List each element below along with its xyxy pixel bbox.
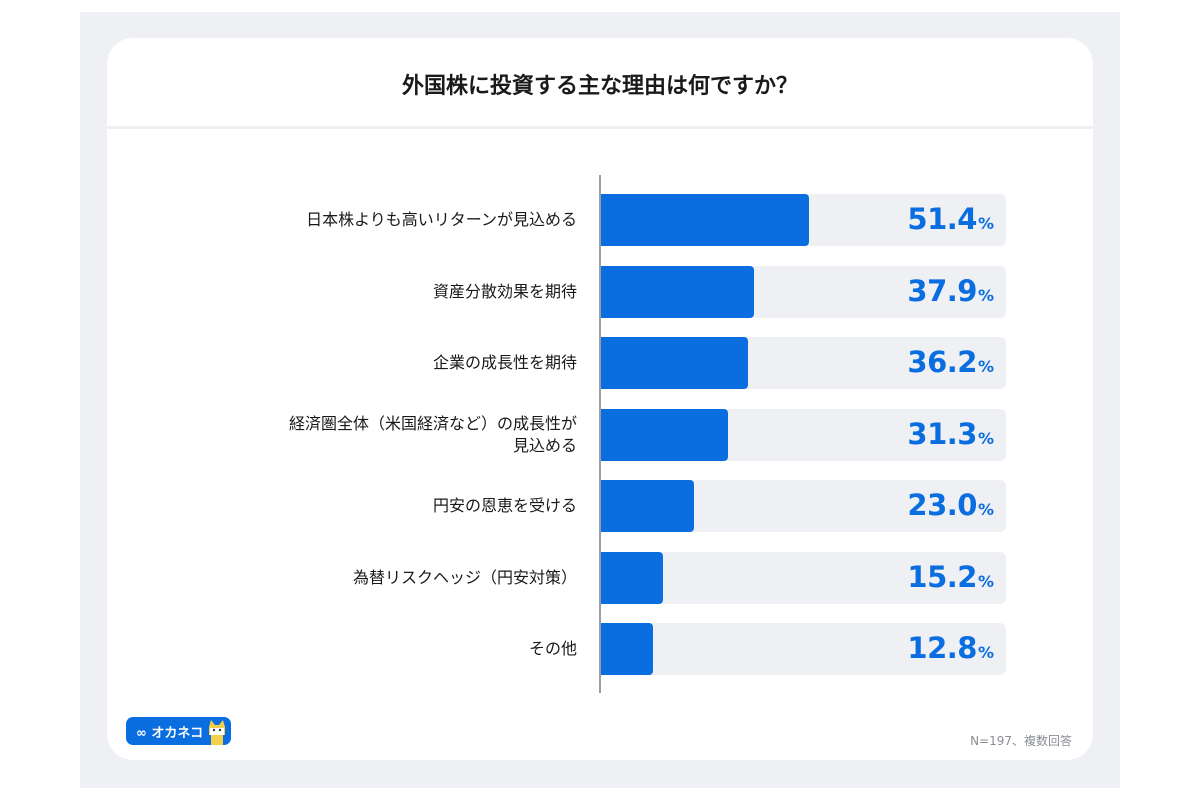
value-label: 23.0% bbox=[907, 480, 994, 532]
value-unit: % bbox=[977, 643, 994, 662]
bar bbox=[601, 194, 810, 246]
bar-row: その他 12.8% bbox=[0, 623, 1200, 675]
bar bbox=[601, 480, 695, 532]
bar-track bbox=[601, 551, 1006, 604]
value-label: 51.4% bbox=[907, 194, 994, 246]
category-label: 企業の成長性を期待 bbox=[432, 353, 577, 372]
value-label: 15.2% bbox=[907, 552, 994, 604]
sample-note: N=197、複数回答 bbox=[970, 734, 1072, 748]
category-label: その他 bbox=[528, 639, 577, 658]
bar bbox=[601, 408, 728, 461]
value-number: 23.0 bbox=[907, 488, 977, 522]
value-number: 15.2 bbox=[907, 559, 977, 594]
bar bbox=[601, 623, 653, 675]
bar bbox=[601, 337, 748, 389]
bar bbox=[601, 265, 755, 318]
value-label: 31.3% bbox=[907, 409, 994, 461]
category-label: 経済圏全体（米国経済など）の成長性が 見込める bbox=[288, 413, 577, 455]
value-unit: % bbox=[977, 214, 994, 233]
bar-track bbox=[601, 623, 1006, 675]
bar-row: 為替リスクヘッジ（円安対策） 15.2% bbox=[0, 551, 1200, 604]
chart-title: 外国株に投資する主な理由は何ですか？ bbox=[401, 74, 798, 99]
bar-row: 経済圏全体（米国経済など）の成長性が 見込める 31.3% bbox=[0, 408, 1200, 461]
bar-row: 円安の恩恵を受ける 23.0% bbox=[0, 480, 1200, 532]
bar-row: 企業の成長性を期待 36.2% bbox=[0, 337, 1200, 389]
category-label: 円安の恩恵を受ける bbox=[432, 496, 577, 515]
category-label: 為替リスクヘッジ（円安対策） bbox=[352, 567, 577, 587]
okaneko-logo: ∞ オカネコ bbox=[126, 717, 231, 745]
value-number: 12.8 bbox=[907, 631, 977, 665]
value-number: 36.2 bbox=[907, 345, 977, 379]
y-axis-line bbox=[599, 175, 601, 693]
value-label: 37.9% bbox=[907, 266, 994, 318]
value-number: 37.9 bbox=[907, 273, 977, 308]
value-unit: % bbox=[977, 285, 994, 305]
value-unit: % bbox=[977, 357, 994, 376]
value-label: 36.2% bbox=[907, 337, 994, 389]
value-number: 51.4 bbox=[907, 202, 977, 236]
title-divider bbox=[107, 126, 1093, 129]
logo-text: ∞ オカネコ bbox=[136, 725, 204, 741]
value-unit: % bbox=[977, 500, 994, 519]
value-label: 12.8% bbox=[907, 623, 994, 675]
value-number: 31.3 bbox=[907, 416, 977, 451]
cat-mascot-icon bbox=[209, 720, 225, 745]
value-unit: % bbox=[977, 428, 994, 448]
category-label: 日本株よりも高いリターンが見込める bbox=[306, 210, 577, 229]
category-label: 資産分散効果を期待 bbox=[432, 281, 577, 301]
bar bbox=[601, 551, 663, 604]
bar-row: 日本株よりも高いリターンが見込める 51.4% bbox=[0, 194, 1200, 246]
bar-row: 資産分散効果を期待 37.9% bbox=[0, 265, 1200, 318]
value-unit: % bbox=[977, 571, 994, 591]
